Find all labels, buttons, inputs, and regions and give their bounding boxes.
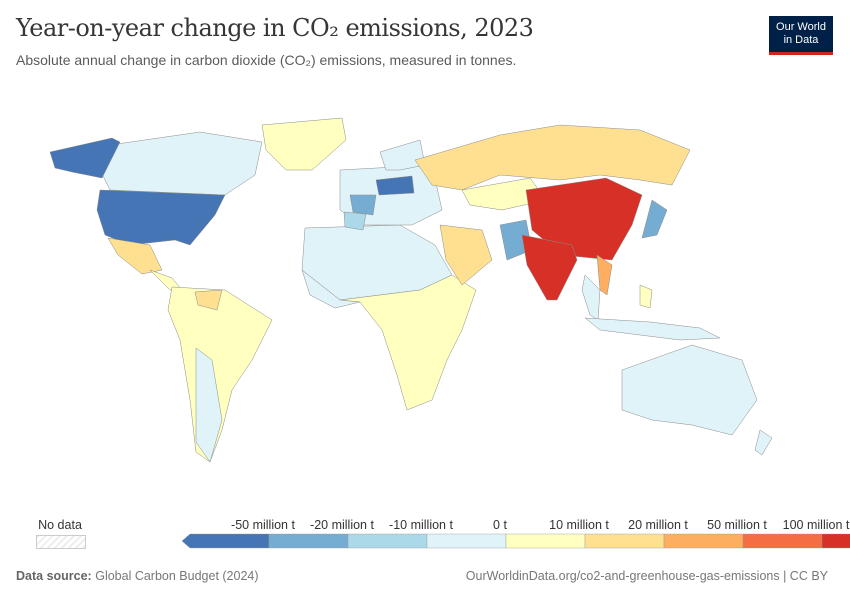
chart-subtitle: Absolute annual change in carbon dioxide…: [16, 52, 517, 68]
source-text: Global Carbon Budget (2024): [95, 569, 259, 583]
country-argentina-chile[interactable]: [195, 347, 223, 463]
no-data-label: No data: [38, 518, 82, 532]
no-data-swatch: [36, 535, 86, 549]
legend-tick-label: -10 million t: [389, 518, 453, 532]
country-africa-west[interactable]: [301, 269, 361, 309]
legend-bin[interactable]: [426, 533, 507, 549]
legend-tick-label: 0 t: [493, 518, 507, 532]
country-germany-poland[interactable]: [375, 175, 415, 196]
legend-bin[interactable]: [347, 533, 428, 549]
country-spain[interactable]: [343, 211, 367, 231]
country-canada[interactable]: [99, 131, 263, 196]
country-central-america[interactable]: [149, 269, 183, 291]
legend-tick-label: 20 million t: [628, 518, 688, 532]
legend-bin[interactable]: [505, 533, 586, 549]
logo-text: Our World in Data: [776, 21, 826, 46]
legend-bin[interactable]: [268, 533, 349, 549]
owid-logo[interactable]: Our World in Data: [769, 16, 833, 55]
country-scandinavia[interactable]: [379, 139, 426, 171]
country-mexico[interactable]: [107, 237, 163, 275]
country-india[interactable]: [521, 234, 578, 301]
legend-bin[interactable]: [584, 533, 665, 549]
legend-bin[interactable]: [821, 533, 850, 549]
country-alaska[interactable]: [49, 137, 121, 179]
country-indonesia[interactable]: [584, 317, 721, 341]
legend-tick-label: 100 million t: [782, 518, 850, 532]
country-southeast-asia[interactable]: [581, 274, 601, 321]
country-philippines[interactable]: [639, 284, 653, 309]
country-new-zealand[interactable]: [754, 429, 773, 456]
country-usa[interactable]: [96, 189, 226, 246]
country-greenland[interactable]: [261, 117, 347, 171]
country-australia[interactable]: [621, 344, 758, 436]
legend-bin[interactable]: [663, 533, 744, 549]
country-russia[interactable]: [414, 124, 691, 191]
country-france[interactable]: [349, 194, 377, 216]
legend-tick-label: -50 million t: [231, 518, 295, 532]
source-url[interactable]: OurWorldinData.org/co2-and-greenhouse-ga…: [465, 569, 828, 583]
data-source: Data source: Global Carbon Budget (2024): [16, 569, 259, 583]
country-africa-south[interactable]: [339, 274, 477, 411]
legend-tick-label: -20 million t: [310, 518, 374, 532]
legend-color-bar: [181, 533, 850, 549]
legend-bin[interactable]: [742, 533, 823, 549]
world-map: [49, 117, 773, 463]
chart-title: Year-on-year change in CO₂ emissions, 20…: [16, 14, 534, 42]
legend-tick-label: 10 million t: [549, 518, 609, 532]
legend-tick-label: 50 million t: [707, 518, 767, 532]
country-japan[interactable]: [641, 199, 668, 239]
country-venezuela[interactable]: [194, 289, 223, 311]
country-south-america[interactable]: [167, 286, 273, 463]
legend-bin[interactable]: [181, 533, 270, 549]
country-china[interactable]: [525, 177, 643, 261]
country-middle-east[interactable]: [439, 224, 493, 286]
country-kazakhstan[interactable]: [461, 177, 547, 211]
country-vietnam[interactable]: [596, 254, 613, 296]
